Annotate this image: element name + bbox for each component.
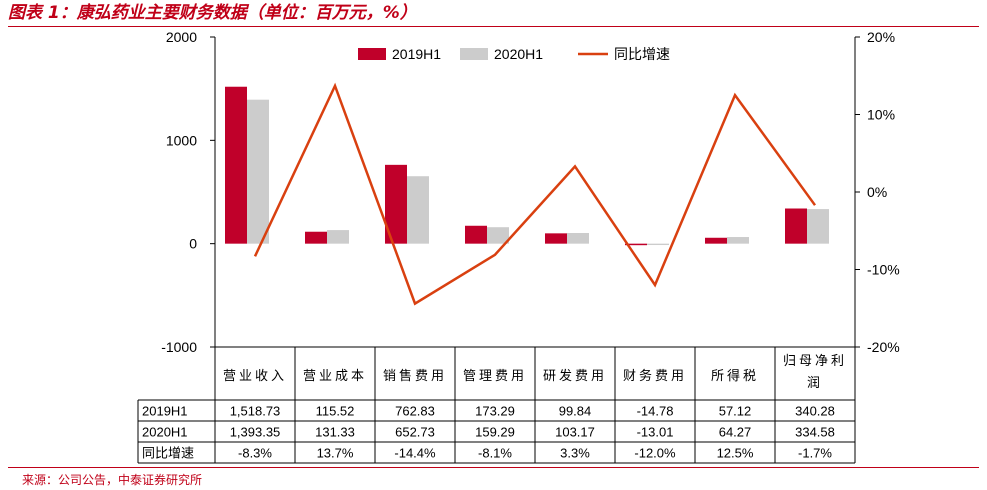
table-cell: 652.73 <box>395 425 435 440</box>
table-header-cell: 财务费用 <box>623 368 687 383</box>
left-axis-tick-label: 2000 <box>166 29 197 45</box>
table-cell: 1,518.73 <box>230 404 281 419</box>
bar-2020h1 <box>487 227 509 244</box>
table-cell: 99.84 <box>559 404 592 419</box>
bar-2019h1 <box>705 237 727 244</box>
table-cell: -1.7% <box>798 446 832 461</box>
left-axis-tick-label: 0 <box>189 236 197 252</box>
table-cell: -8.1% <box>478 446 512 461</box>
source-rule <box>8 467 979 468</box>
table-row-label: 2019H1 <box>142 404 188 419</box>
table-cell: 3.3% <box>560 446 590 461</box>
growth-line <box>253 82 817 306</box>
right-axis-tick-label: -20% <box>867 339 900 355</box>
right-axis-tick-label: 0% <box>867 184 887 200</box>
bar-2020h1 <box>327 230 349 244</box>
table-cell: 1,393.35 <box>230 425 281 440</box>
bar-2020h1 <box>727 237 749 244</box>
table-header-cell: 研发费用 <box>543 368 607 383</box>
table-cell: 762.83 <box>395 404 435 419</box>
table-row-label: 2020H1 <box>142 425 188 440</box>
table-cell: -14.4% <box>394 446 436 461</box>
table-cell: 159.29 <box>475 425 515 440</box>
bar-2019h1 <box>385 164 407 244</box>
figure-source: 来源：公司公告，中泰证券研究所 <box>22 473 203 487</box>
bar-2019h1 <box>785 208 807 244</box>
table-cell: 13.7% <box>317 446 354 461</box>
table-cell: -8.3% <box>238 446 272 461</box>
table-cell: 131.33 <box>315 425 355 440</box>
table-header-cell: 管理费用 <box>463 368 527 383</box>
table-cell: -14.78 <box>637 404 674 419</box>
figure-title: 图表 1：康弘药业主要财务数据（单位：百万元，%） <box>8 3 417 23</box>
table-header-cell: 营业成本 <box>303 368 367 383</box>
table-cell: 115.52 <box>316 404 355 419</box>
title-rule <box>8 26 979 27</box>
legend-label-2019h1: 2019H1 <box>392 46 441 62</box>
table-header-cell: 所得税 <box>711 368 759 383</box>
bar-2019h1 <box>225 86 247 244</box>
right-axis-tick-label: 20% <box>867 29 895 45</box>
left-axis-tick-label: -1000 <box>161 339 197 355</box>
bar-2019h1 <box>305 231 327 244</box>
table-header-cell: 归母净利 <box>783 353 847 368</box>
right-axis-tick-label: 10% <box>867 107 895 123</box>
right-axis-tick-label: -10% <box>867 262 900 278</box>
bar-2020h1 <box>647 243 669 246</box>
table-cell: 64.27 <box>719 425 752 440</box>
table-header-cell: 销售费用 <box>383 368 447 383</box>
table-header-cell: 营业收入 <box>223 368 287 383</box>
bar-2020h1 <box>567 233 589 244</box>
legend-label-growth: 同比增速 <box>614 46 670 62</box>
bar-2019h1 <box>465 225 487 244</box>
table-cell: 57.12 <box>719 404 752 419</box>
table-row-label: 同比增速 <box>142 446 194 461</box>
bar-2020h1 <box>407 176 429 244</box>
bar-2019h1 <box>625 243 647 246</box>
legend-label-2020h1: 2020H1 <box>494 46 543 62</box>
bar-2020h1 <box>807 209 829 244</box>
table-cell: 12.5% <box>717 446 754 461</box>
bar-2020h1 <box>247 99 269 244</box>
bar-2019h1 <box>545 233 567 244</box>
table-cell: -13.01 <box>637 425 674 440</box>
legend-swatch-2019h1 <box>358 48 386 60</box>
legend-swatch-2020h1 <box>460 48 488 60</box>
table-cell: 173.29 <box>475 404 515 419</box>
table-cell: 340.28 <box>795 404 835 419</box>
table-header-cell: 润 <box>807 375 823 390</box>
table-cell: 103.17 <box>555 425 595 440</box>
table-cell: -12.0% <box>634 446 676 461</box>
left-axis-tick-label: 1000 <box>166 132 197 148</box>
table-cell: 334.58 <box>795 425 835 440</box>
